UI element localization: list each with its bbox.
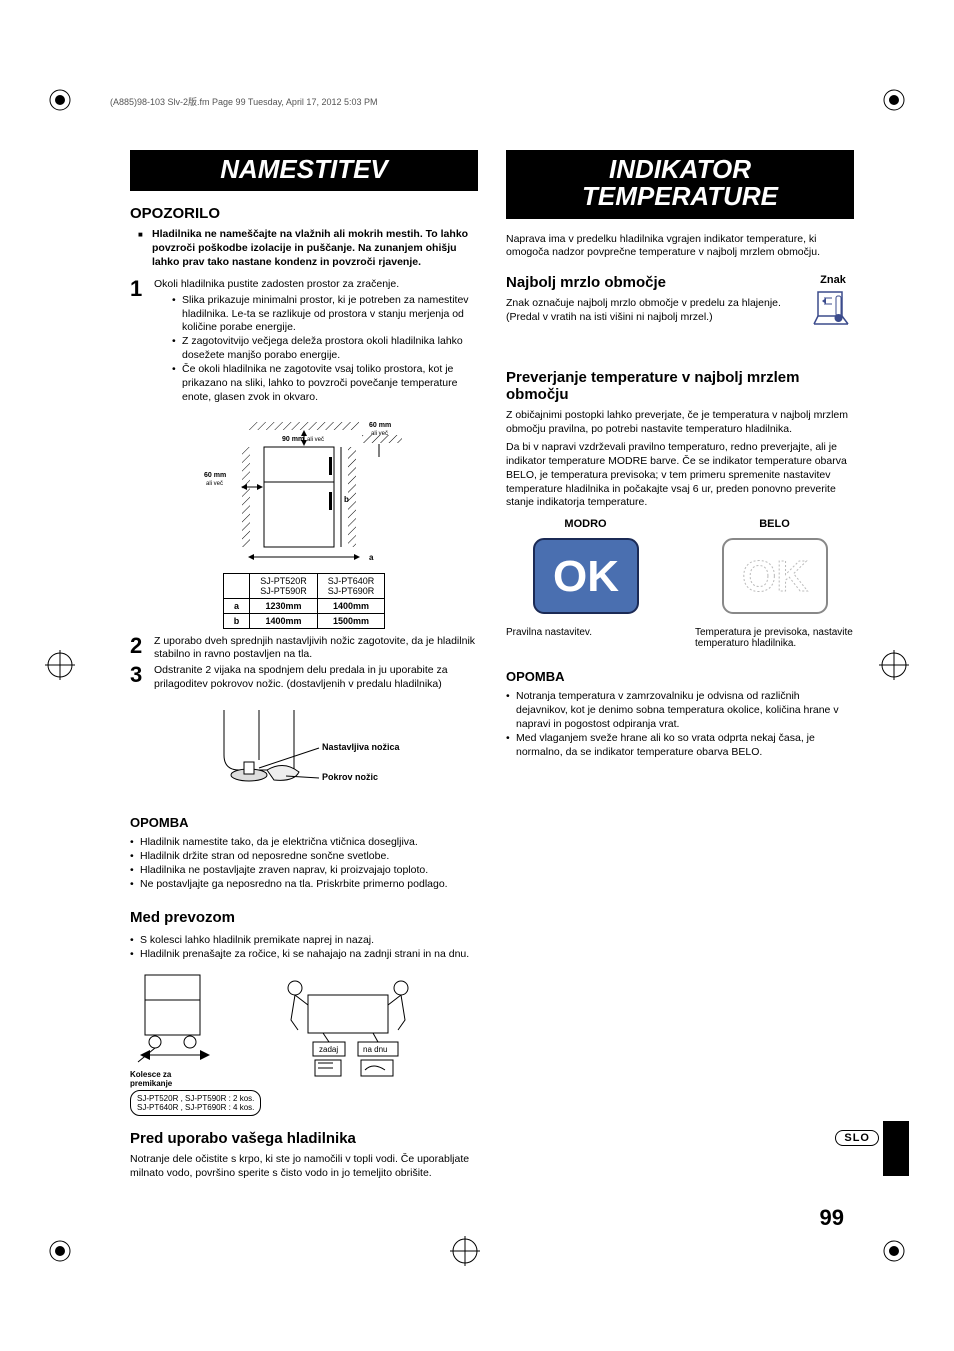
svg-text:a: a xyxy=(369,553,374,562)
foot-label-1: Nastavljiva nožica xyxy=(322,742,401,752)
ok-blue-title: MODRO xyxy=(506,518,665,530)
reg-mark-tr xyxy=(879,85,909,115)
step-1: 1 Okoli hladilnika pustite zadosten pros… xyxy=(130,278,478,409)
step-number: 1 xyxy=(130,278,148,409)
edge-tab xyxy=(883,1121,909,1176)
caster-icon xyxy=(130,970,220,1065)
table-cell: 1400mm xyxy=(250,613,318,628)
left-column: NAMESTITEV OPOZORILO Hladilnika ne nameš… xyxy=(130,150,478,1251)
clearance-top-label: 90 mm xyxy=(282,436,304,443)
step2-text: Z uporabo dveh sprednjih nastavljivih no… xyxy=(154,635,478,663)
list-item: Ne postavljajte ga neposredno na tla. Pr… xyxy=(130,878,478,892)
foot-diagram: Nastavljiva nožica Pokrov nožic xyxy=(130,700,478,795)
warning-list: Hladilnika ne nameščajte na vlažnih ali … xyxy=(142,228,478,272)
step1-lead: Okoli hladilnika pustite zadosten prosto… xyxy=(154,278,478,292)
znak-icon xyxy=(812,286,854,336)
table-cell: b xyxy=(223,613,250,628)
list-item: S kolesci lahko hladilnik premikate napr… xyxy=(130,934,478,948)
ok-white-title: BELO xyxy=(695,518,854,530)
transport-title: Med prevozom xyxy=(130,909,478,926)
before-use-title: Pred uporabo vašega hladilnika xyxy=(130,1130,478,1147)
page-number: 99 xyxy=(820,1205,844,1231)
reg-mark-bl xyxy=(45,1236,75,1266)
banner-line2: TEMPERATURE xyxy=(582,181,778,211)
right-note-title: OPOMBA xyxy=(506,669,854,684)
file-meta: (A885)98-103 Slv-2版.fm Page 99 Tuesday, … xyxy=(110,95,378,108)
table-cell: 1400mm xyxy=(317,598,385,613)
step-2: 2 Z uporabo dveh sprednjih nastavljivih … xyxy=(130,635,478,663)
banner-left: NAMESTITEV xyxy=(130,150,478,191)
list-item: Hladilnika ne postavljajte zraven naprav… xyxy=(130,864,478,878)
right-note-list: Notranja temperatura v zamrzovalniku je … xyxy=(506,690,854,759)
coldzone-text: Znak označuje najbolj mrzlo območje v pr… xyxy=(506,297,802,325)
ok-text: OK xyxy=(553,552,619,601)
svg-text:b: b xyxy=(344,495,349,504)
carry-icon: zadaj na dnu xyxy=(273,970,423,1080)
ok-indicators: MODRO OK Pravilna nastavitev. BELO OK Te… xyxy=(506,518,854,649)
check-p2: Da bi v napravi vzdrževali pravilno temp… xyxy=(506,441,854,510)
right-column: INDIKATOR TEMPERATURE Naprava ima v pred… xyxy=(506,150,854,1251)
ok-blue-icon: OK xyxy=(531,536,641,616)
intro-text: Naprava ima v predelku hladilnika vgraje… xyxy=(506,233,854,261)
list-item: Z zagotovitvijo večjega deleža prostora … xyxy=(172,335,478,363)
carry-bottom-label: na dnu xyxy=(363,1045,387,1054)
table-cell: 1500mm xyxy=(317,613,385,628)
step-number: 2 xyxy=(130,635,148,663)
svg-text:ali več: ali več xyxy=(371,431,388,437)
ok-white-icon: OK xyxy=(720,536,830,616)
coldzone-title: Najbolj mrzlo območje xyxy=(506,274,802,291)
list-item: Hladilnik držite stran od neposredne son… xyxy=(130,850,478,864)
table-cell: a xyxy=(223,598,250,613)
dimensions-table: SJ-PT520R SJ-PT590R SJ-PT640R SJ-PT690R … xyxy=(223,573,386,629)
warning-item: Hladilnika ne nameščajte na vlažnih ali … xyxy=(142,228,478,270)
step-3: 3 Odstranite 2 vijaka na spodnjem delu p… xyxy=(130,664,478,692)
ok-text-outline: OK xyxy=(742,552,808,601)
clearance-diagram: 90 mm ali več 60 mm ali več 60 mm ali ve… xyxy=(130,417,478,567)
caster-label: Kolesce za premikanje xyxy=(130,1070,261,1088)
clearance-top-suffix: ali več xyxy=(307,437,324,443)
foot-label-2: Pokrov nožic xyxy=(322,772,378,782)
caster-note: SJ-PT520R , SJ-PT590R : 2 kos. SJ-PT640R… xyxy=(130,1090,261,1116)
svg-text:60 mm: 60 mm xyxy=(369,422,391,429)
svg-text:60 mm: 60 mm xyxy=(204,472,226,479)
svg-text:ali več: ali več xyxy=(206,481,223,487)
table-cell: SJ-PT640R SJ-PT690R xyxy=(317,573,385,598)
list-item: Če okoli hladilnika ne zagotovite vsaj t… xyxy=(172,363,478,405)
znak-label: Znak xyxy=(812,274,854,286)
reg-mark-ml xyxy=(45,650,75,680)
note-title: OPOMBA xyxy=(130,815,478,830)
ok-blue-caption: Pravilna nastavitev. xyxy=(506,627,665,638)
check-p1: Z običajnimi postopki lahko preverjate, … xyxy=(506,409,854,437)
before-use-text: Notranje dele očistite s krpo, ki ste jo… xyxy=(130,1153,478,1181)
list-item: Med vlaganjem sveže hrane ali ko so vrat… xyxy=(506,732,854,760)
check-title: Preverjanje temperature v najbolj mrzlem… xyxy=(506,369,854,403)
carry-diagrams: Kolesce za premikanje SJ-PT520R , SJ-PT5… xyxy=(130,970,478,1116)
warning-title: OPOZORILO xyxy=(130,205,478,222)
ok-white-caption: Temperatura je previsoka, nastavite temp… xyxy=(695,627,854,649)
list-item: Hladilnik prenašajte za ročice, ki se na… xyxy=(130,948,478,962)
note-list: Hladilnik namestite tako, da je električ… xyxy=(130,836,478,891)
step-number: 3 xyxy=(130,664,148,692)
banner-line1: INDIKATOR xyxy=(609,154,751,184)
reg-mark-mr xyxy=(879,650,909,680)
table-cell xyxy=(223,573,250,598)
carry-back-label: zadaj xyxy=(319,1045,338,1054)
table-cell: SJ-PT520R SJ-PT590R xyxy=(250,573,318,598)
table-cell: 1230mm xyxy=(250,598,318,613)
language-badge: SLO xyxy=(835,1130,879,1146)
reg-mark-tl xyxy=(45,85,75,115)
list-item: Slika prikazuje minimalni prostor, ki je… xyxy=(172,294,478,336)
reg-mark-br xyxy=(879,1236,909,1266)
content-area: NAMESTITEV OPOZORILO Hladilnika ne nameš… xyxy=(130,150,854,1251)
list-item: Notranja temperatura v zamrzovalniku je … xyxy=(506,690,854,732)
list-item: Hladilnik namestite tako, da je električ… xyxy=(130,836,478,850)
step1-bullets: Slika prikazuje minimalni prostor, ki je… xyxy=(172,294,478,405)
transport-list: S kolesci lahko hladilnik premikate napr… xyxy=(130,934,478,962)
banner-right: INDIKATOR TEMPERATURE xyxy=(506,150,854,219)
step3-text: Odstranite 2 vijaka na spodnjem delu pre… xyxy=(154,664,478,692)
